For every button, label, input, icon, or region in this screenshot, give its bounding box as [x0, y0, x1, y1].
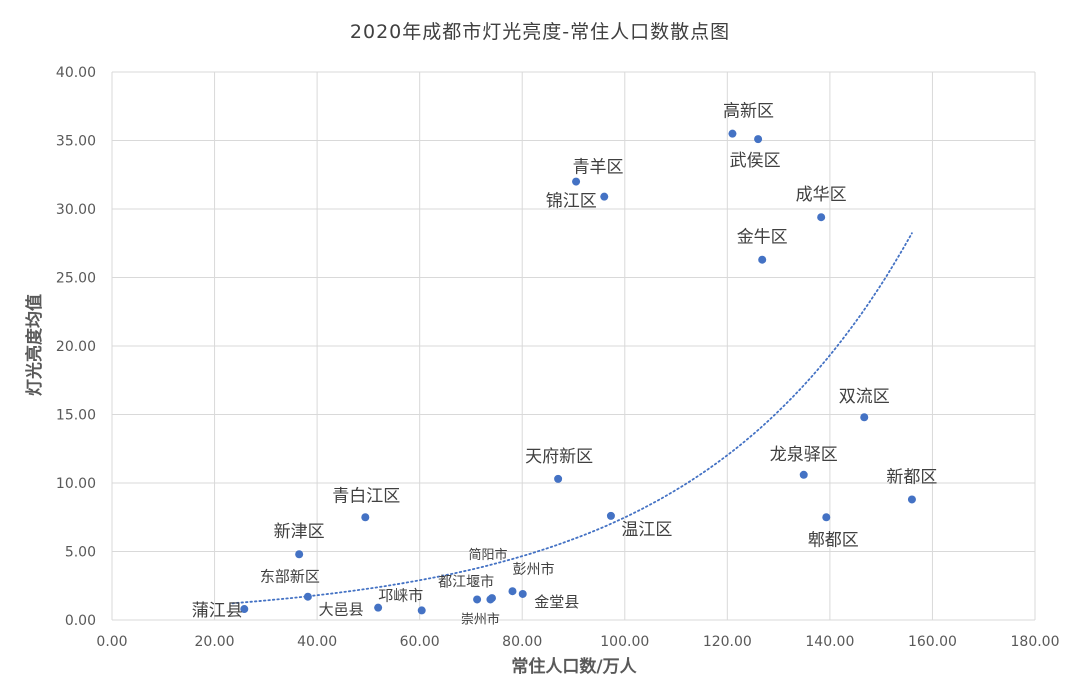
data-point: [487, 594, 496, 603]
y-tick-label: 10.00: [56, 476, 96, 492]
y-tick-label: 20.00: [56, 339, 96, 355]
data-label: 天府新区: [525, 447, 593, 467]
data-point: [417, 606, 426, 615]
data-label: 都江堰市: [438, 573, 494, 590]
trendline: [231, 232, 913, 605]
data-point: [799, 470, 808, 479]
data-label: 锦江区: [546, 192, 597, 212]
x-tick-label: 120.00: [703, 634, 752, 650]
data-label: 温江区: [621, 520, 672, 540]
x-tick-label: 40.00: [297, 634, 337, 650]
data-label: 双流区: [839, 387, 890, 407]
x-tick-label: 20.00: [195, 634, 235, 650]
y-tick-label: 5.00: [65, 545, 96, 561]
x-tick-label: 80.00: [502, 634, 542, 650]
data-point: [554, 474, 563, 483]
data-label: 彭州市: [512, 561, 554, 578]
data-label: 大邑县: [319, 601, 364, 619]
data-point: [240, 605, 249, 614]
data-point: [728, 129, 737, 138]
data-point: [600, 192, 609, 201]
data-point: [303, 592, 312, 601]
x-tick-label: 140.00: [805, 634, 854, 650]
x-tick-label: 160.00: [908, 634, 957, 650]
data-points: [240, 129, 916, 615]
data-label: 龙泉驿区: [770, 445, 838, 465]
chart-title: 2020年成都市灯光亮度-常住人口数散点图: [350, 21, 730, 43]
y-tick-label: 0.00: [65, 613, 96, 629]
data-label: 青羊区: [573, 158, 624, 178]
data-label: 东部新区: [260, 568, 320, 586]
data-point: [518, 589, 527, 598]
x-tick-label: 100.00: [600, 634, 649, 650]
data-point: [572, 177, 581, 186]
data-point: [817, 213, 826, 222]
y-tick-label: 25.00: [56, 271, 96, 287]
data-label: 新津区: [274, 522, 325, 542]
y-tick-label: 15.00: [56, 408, 96, 424]
data-label: 郫都区: [808, 530, 859, 550]
x-tick-label: 180.00: [1011, 634, 1060, 650]
data-label: 邛崃市: [378, 586, 423, 604]
data-point: [822, 513, 831, 522]
data-label: 金牛区: [737, 228, 788, 248]
data-point: [361, 513, 370, 522]
data-point: [907, 495, 916, 504]
data-label: 崇州市: [461, 611, 500, 627]
x-tick-label: 0.00: [96, 634, 127, 650]
grid: [111, 71, 1036, 621]
data-label: 简阳市: [468, 547, 507, 563]
data-point: [508, 587, 517, 596]
data-point: [473, 595, 482, 604]
data-label: 金堂县: [534, 593, 579, 611]
y-tick-label: 35.00: [56, 134, 96, 150]
data-point: [754, 135, 763, 144]
y-tick-label: 40.00: [56, 65, 96, 81]
data-label: 成华区: [796, 185, 847, 205]
data-label: 武侯区: [730, 151, 781, 171]
data-point: [374, 603, 383, 612]
data-label: 青白江区: [332, 486, 400, 506]
data-label: 新都区: [886, 467, 937, 487]
y-tick-label: 30.00: [56, 202, 96, 218]
data-point: [758, 255, 767, 264]
data-point: [860, 413, 869, 422]
y-axis-title: 灯光亮度均值: [24, 294, 45, 396]
x-tick-label: 60.00: [400, 634, 440, 650]
x-axis-title: 常住人口数/万人: [511, 656, 637, 677]
data-label: 蒲江县: [192, 601, 243, 621]
data-label: 高新区: [723, 102, 774, 122]
axis-ticks: 0.00 20.00 40.00 60.00 80.00 100.00 120.00 140.…: [56, 65, 1060, 650]
data-point: [295, 550, 304, 559]
data-point: [606, 511, 615, 520]
